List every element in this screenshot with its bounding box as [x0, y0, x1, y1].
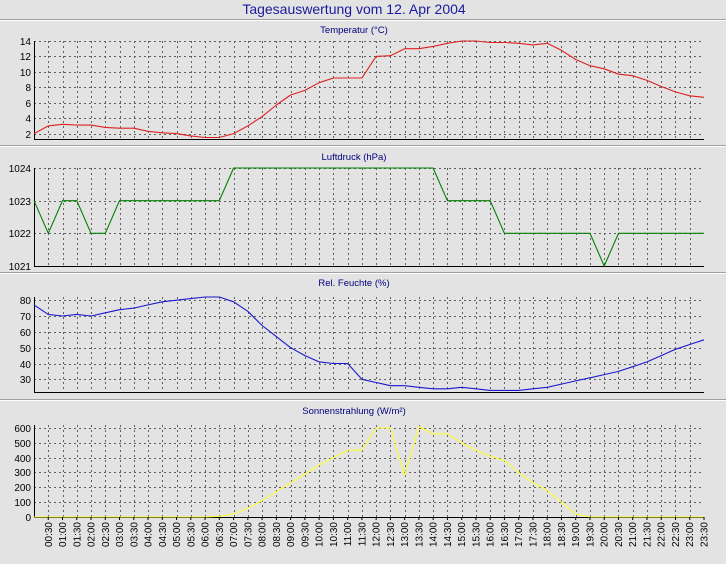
- x-tick-label: 01:30: [72, 522, 83, 547]
- x-tick-label: 22:00: [657, 522, 668, 547]
- series-line: [33, 40, 705, 139]
- series-line: [33, 296, 705, 391]
- x-tick-label: 13:00: [400, 522, 411, 547]
- x-tick-label: 21:00: [628, 522, 639, 547]
- y-tick-label: 12: [20, 52, 32, 63]
- x-tick-label: 05:30: [186, 522, 197, 547]
- x-tick-label: 02:00: [87, 522, 98, 547]
- x-tick-label: 17:00: [514, 522, 525, 547]
- x-tick-label: 18:00: [543, 522, 554, 547]
- x-tick-label: 18:30: [557, 522, 568, 547]
- x-tick-label: 04:00: [144, 522, 155, 547]
- y-tick-label: 50: [20, 344, 32, 355]
- y-tick-label: 500: [14, 439, 31, 450]
- x-tick-label: 03:30: [129, 522, 140, 547]
- x-tick-label: 23:00: [685, 522, 696, 547]
- x-tick-label: 07:30: [243, 522, 254, 547]
- x-tick-label: 13:30: [414, 522, 425, 547]
- x-tick-label: 08:30: [272, 522, 283, 547]
- y-tick-label: 14: [20, 37, 32, 48]
- x-tick-label: 01:00: [58, 522, 69, 547]
- x-tick-label: 15:30: [471, 522, 482, 547]
- x-tick-label: 00:30: [44, 522, 55, 547]
- y-tick-label: 200: [14, 483, 31, 494]
- y-tick-label: 40: [20, 360, 32, 371]
- y-tick-label: 0: [25, 513, 31, 524]
- x-tick-label: 06:00: [201, 522, 212, 547]
- series-line: [33, 167, 704, 267]
- panel-background: [0, 273, 726, 400]
- y-tick-label: 8: [25, 83, 31, 94]
- y-tick-label: 10: [20, 68, 32, 79]
- x-tick-label: 20:30: [614, 522, 625, 547]
- x-tick-label: 12:00: [372, 522, 383, 547]
- x-tick-label: 22:30: [671, 522, 682, 547]
- x-tick-label: 09:00: [286, 522, 297, 547]
- y-tick-label: 6: [25, 99, 31, 110]
- y-tick-label: 600: [14, 424, 31, 435]
- x-tick-label: 16:30: [500, 522, 511, 547]
- x-tick-label: 03:00: [115, 522, 126, 547]
- x-tick-label: 17:30: [528, 522, 539, 547]
- y-tick-label: 80: [20, 296, 32, 307]
- x-tick-label: 08:00: [258, 522, 269, 547]
- x-tick-label: 10:00: [315, 522, 326, 547]
- y-tick-label: 1022: [9, 229, 32, 240]
- panel-title: Rel. Feuchte (%): [318, 278, 389, 289]
- x-tick-label: 14:00: [429, 522, 440, 547]
- x-tick-label: 23:30: [700, 522, 711, 547]
- x-tick-label: 21:30: [643, 522, 654, 547]
- y-tick-label: 70: [20, 312, 32, 323]
- y-tick-label: 30: [20, 375, 32, 386]
- y-tick-label: 60: [20, 328, 32, 339]
- x-tick-label: 11:00: [343, 522, 354, 547]
- panel-title: Luftdruck (hPa): [322, 152, 387, 163]
- x-tick-label: 04:30: [158, 522, 169, 547]
- x-tick-label: 11:30: [357, 522, 368, 547]
- panel-title: Sonnenstrahlung (W/m²): [302, 406, 405, 417]
- y-tick-label: 4: [25, 114, 31, 125]
- x-tick-label: 07:00: [229, 522, 240, 547]
- x-tick-label: 19:30: [586, 522, 597, 547]
- y-tick-label: 1023: [9, 197, 32, 208]
- series-line: [34, 425, 704, 518]
- y-tick-label: 300: [14, 468, 31, 479]
- y-tick-label: 1021: [9, 262, 32, 273]
- x-tick-label: 19:00: [571, 522, 582, 547]
- x-tick-label: 09:30: [300, 522, 311, 547]
- panel-title: Temperatur (°C): [320, 25, 388, 36]
- x-tick-label: 12:30: [386, 522, 397, 547]
- y-tick-label: 100: [14, 498, 31, 509]
- x-tick-label: 10:30: [329, 522, 340, 547]
- x-tick-label: 20:00: [600, 522, 611, 547]
- x-tick-label: 06:30: [215, 522, 226, 547]
- x-tick-label: 05:00: [172, 522, 183, 547]
- page-title: Tagesauswertung vom 12. Apr 2004: [242, 1, 466, 17]
- y-tick-label: 2: [25, 130, 31, 141]
- x-tick-label: 15:00: [457, 522, 468, 547]
- y-tick-label: 1024: [9, 164, 32, 175]
- y-tick-label: 400: [14, 454, 31, 465]
- x-tick-label: 14:30: [443, 522, 454, 547]
- x-tick-label: 16:00: [486, 522, 497, 547]
- x-tick-label: 02:30: [101, 522, 112, 547]
